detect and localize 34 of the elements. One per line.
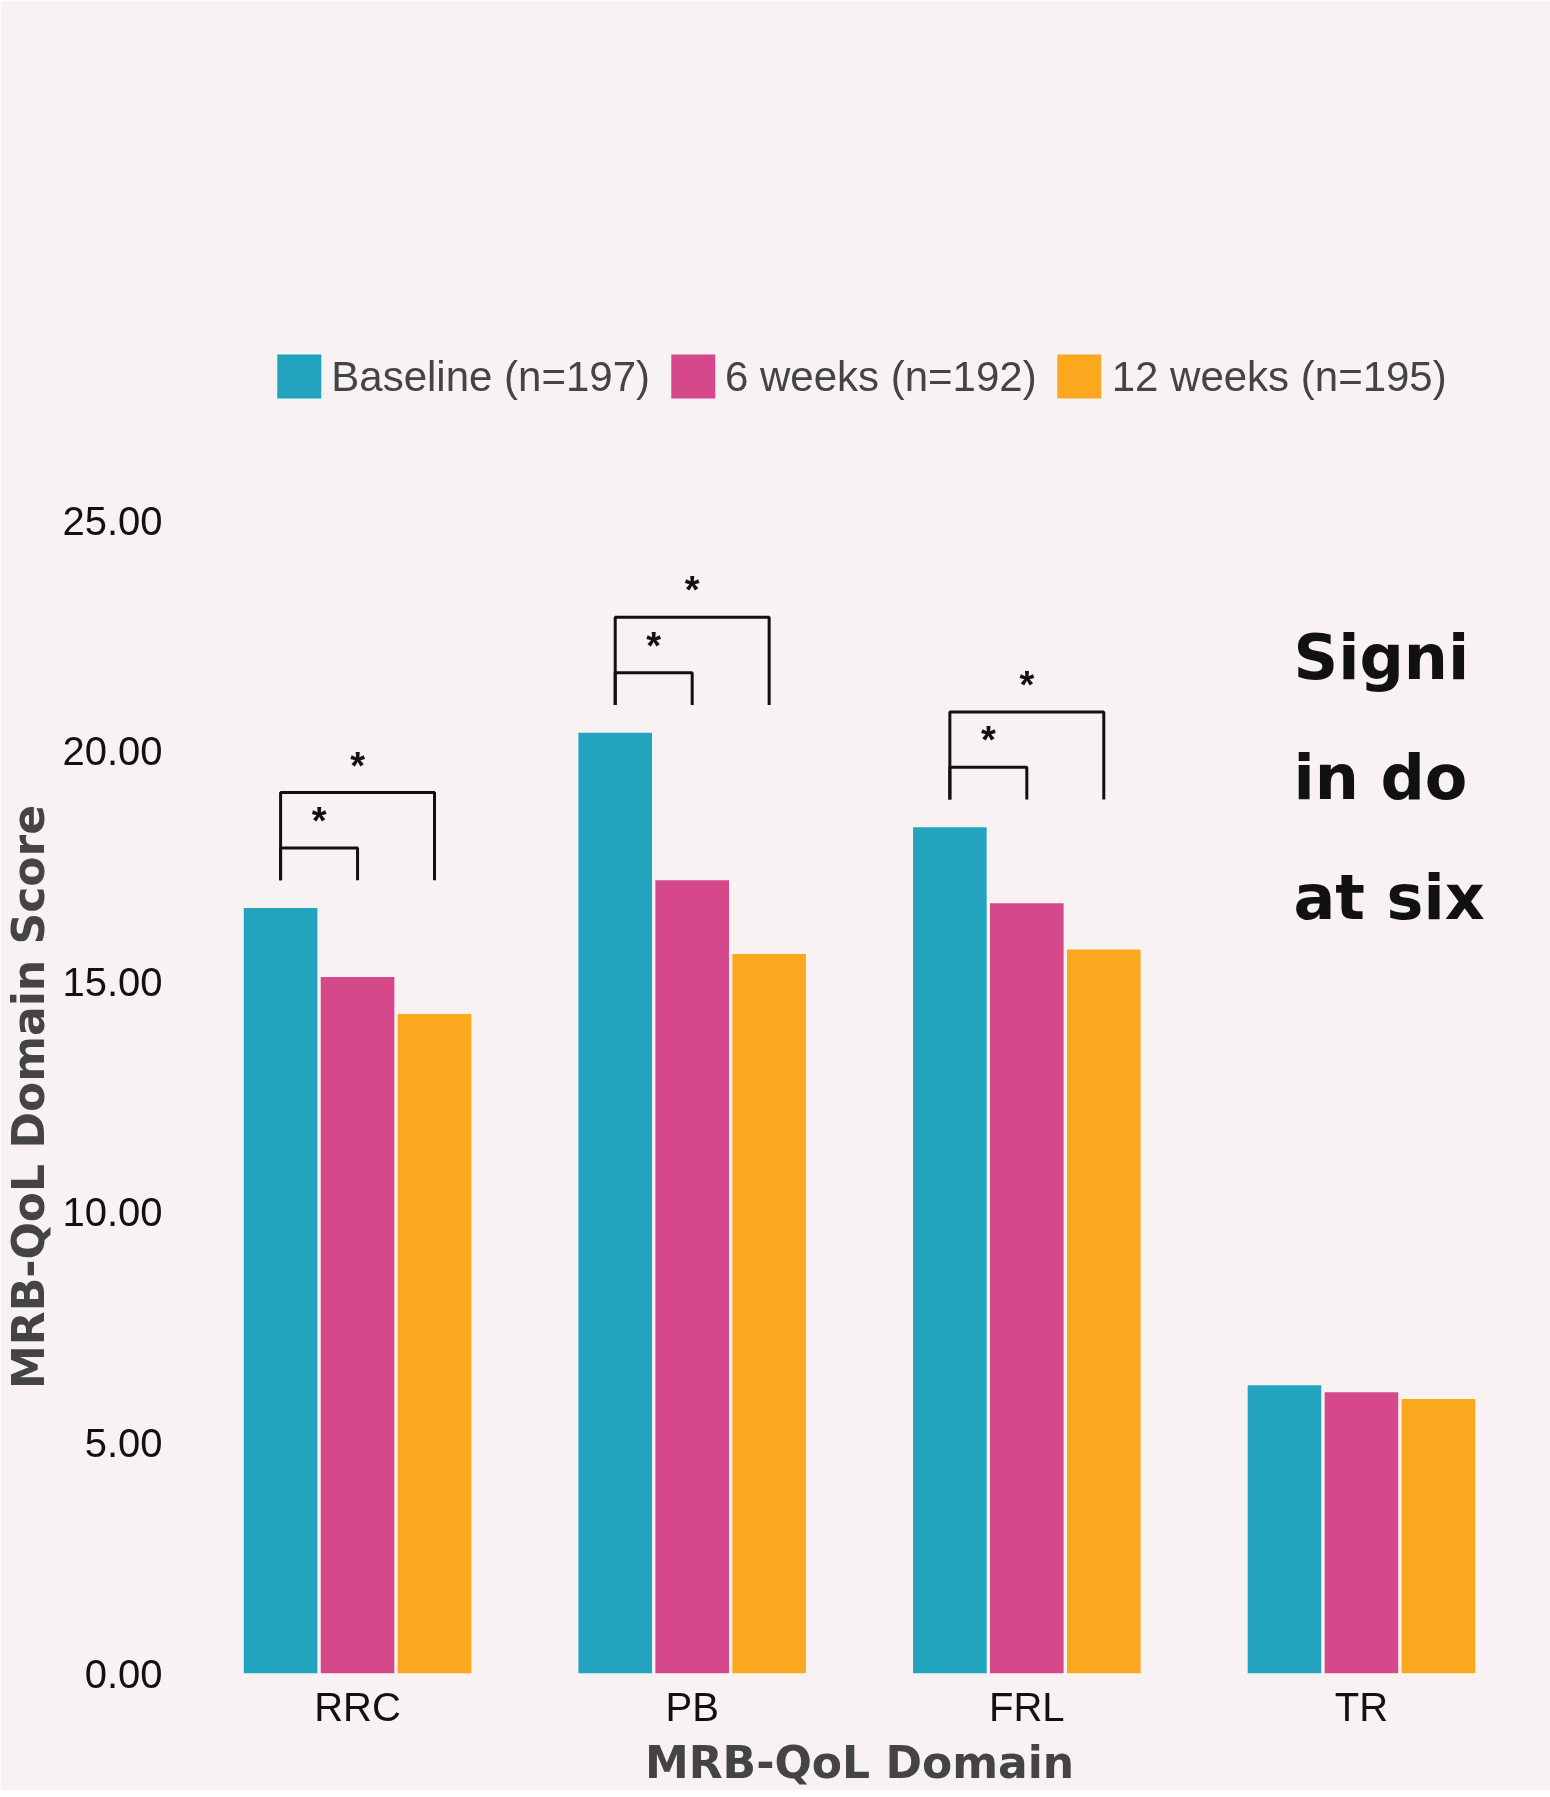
bar	[655, 880, 729, 1674]
bar	[913, 827, 987, 1674]
y-tick-label: 20.00	[62, 729, 163, 774]
x-tick-label: FRL	[989, 1684, 1065, 1729]
bar	[732, 954, 806, 1674]
x-tick-label: TR	[1334, 1684, 1389, 1729]
annotation: *	[350, 744, 366, 787]
y-axis-title: MRB-QoL Domain Score	[3, 804, 55, 1389]
bar	[243, 907, 318, 1674]
x-tick-label: PB	[665, 1684, 719, 1729]
bar	[1066, 949, 1141, 1674]
annotation: *	[646, 624, 662, 667]
legend-label: 12 weeks (n=195)	[1111, 352, 1447, 401]
y-tick-label: 25.00	[62, 498, 163, 543]
x-axis-title: MRB-QoL Domain	[644, 1736, 1075, 1788]
annotation: *	[311, 799, 327, 842]
y-tick-label: 5.00	[84, 1420, 163, 1465]
y-tick-label: 10.00	[62, 1190, 163, 1235]
annotation: *	[1019, 663, 1035, 706]
bar	[990, 903, 1064, 1674]
legend-label: Baseline (n=197)	[331, 352, 650, 401]
bar	[1247, 1385, 1322, 1674]
annotation: *	[684, 569, 700, 612]
bar	[320, 977, 395, 1674]
legend-label: 6 weeks (n=192)	[724, 352, 1037, 401]
bar	[1401, 1399, 1476, 1674]
bar	[397, 1013, 472, 1674]
text: Signi in do at six	[1293, 620, 1485, 934]
x-tick-label: RRC	[314, 1684, 401, 1729]
y-tick-label: 0.00	[84, 1651, 163, 1696]
y-tick-label: 15.00	[62, 959, 163, 1004]
annotation: *	[980, 719, 996, 762]
bar	[1324, 1392, 1399, 1674]
bar	[578, 732, 653, 1674]
